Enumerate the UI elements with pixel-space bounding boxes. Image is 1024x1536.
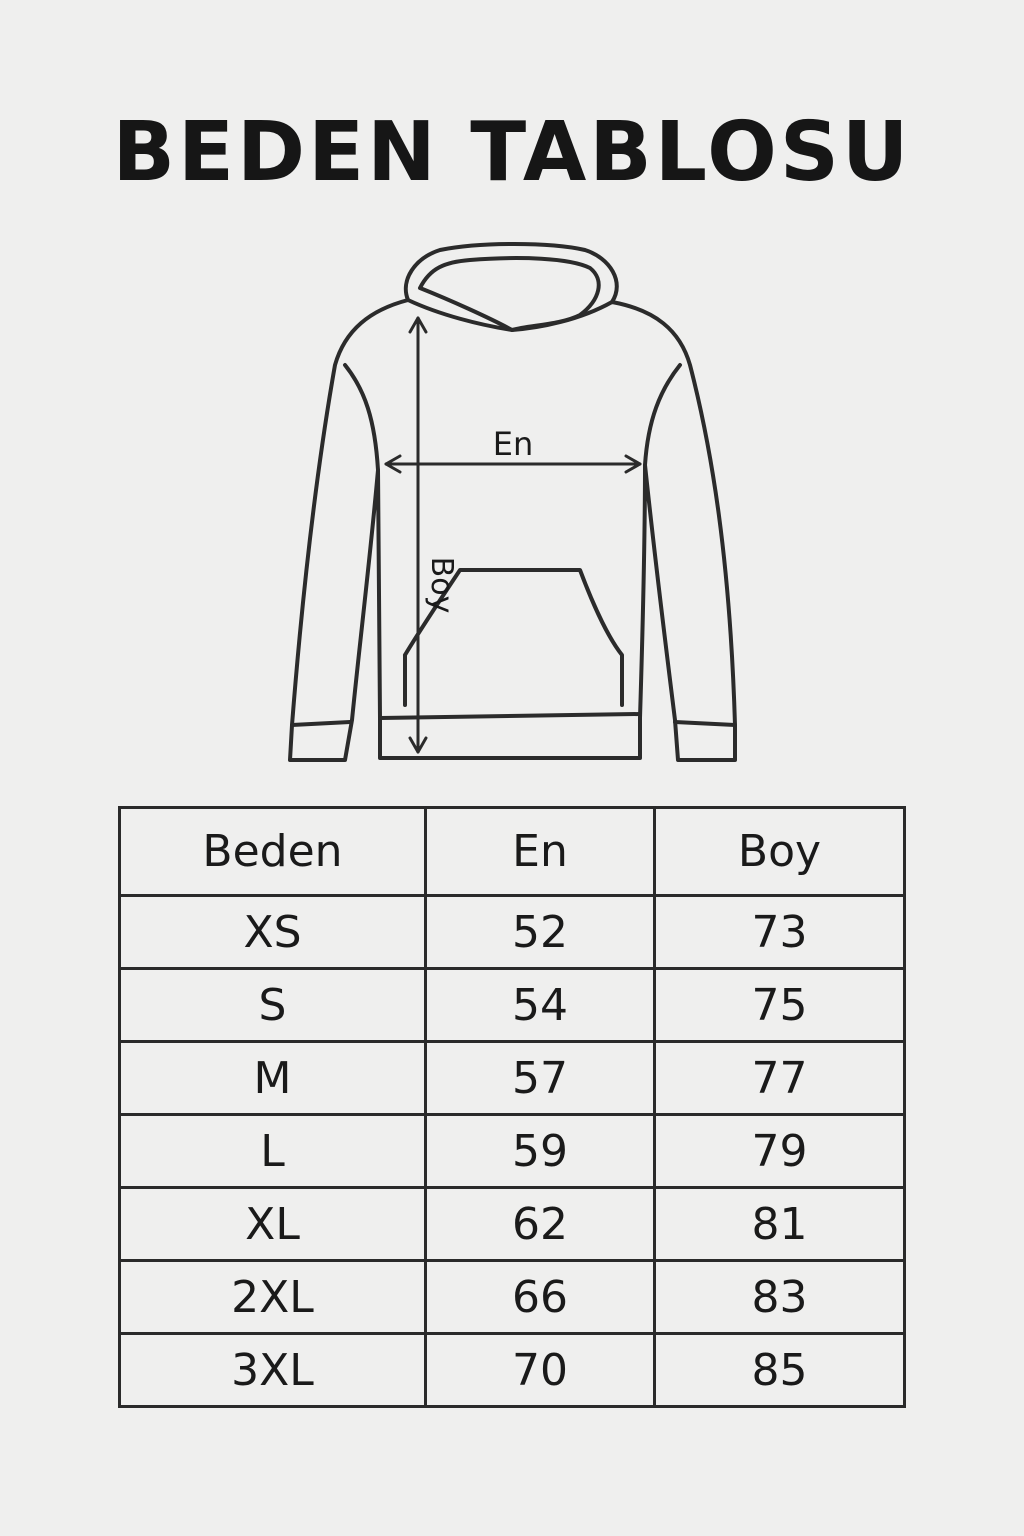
- length-label: Boy: [424, 557, 459, 614]
- table-row: L 59 79: [117, 1113, 907, 1189]
- table-row: 2XL 66 83: [117, 1259, 907, 1335]
- length-cell: 75: [652, 967, 907, 1043]
- page-title: BEDEN TABLOSU: [112, 105, 912, 200]
- size-cell: XS: [117, 894, 428, 970]
- hood-outline: [403, 242, 619, 304]
- width-cell: 66: [424, 1259, 656, 1335]
- hoodie-diagram: En Boy: [288, 242, 737, 762]
- body-outline: [288, 298, 737, 762]
- pocket: [403, 568, 624, 707]
- length-arrow: [408, 316, 428, 754]
- table-row: XS 52 73: [117, 894, 907, 970]
- length-cell: 79: [652, 1113, 907, 1189]
- size-cell: XL: [117, 1186, 428, 1262]
- table-row: S 54 75: [117, 967, 907, 1043]
- width-cell: 59: [424, 1113, 656, 1189]
- length-cell: 77: [652, 1040, 907, 1116]
- width-arrow: [384, 454, 642, 474]
- width-cell: 52: [424, 894, 656, 970]
- left-sleeve-seam: [343, 363, 380, 472]
- length-cell: 85: [652, 1332, 907, 1408]
- header-length: Boy: [652, 806, 907, 897]
- table-row: M 57 77: [117, 1040, 907, 1116]
- table-header-row: Beden En Boy: [117, 806, 907, 897]
- size-cell: M: [117, 1040, 428, 1116]
- width-cell: 54: [424, 967, 656, 1043]
- length-cell: 83: [652, 1259, 907, 1335]
- width-cell: 70: [424, 1332, 656, 1408]
- length-cell: 73: [652, 894, 907, 970]
- length-cell: 81: [652, 1186, 907, 1262]
- waistband: [378, 712, 642, 720]
- right-sleeve-seam: [643, 363, 682, 467]
- header-size: Beden: [117, 806, 428, 897]
- left-cuff: [290, 720, 352, 727]
- size-cell: 3XL: [117, 1332, 428, 1408]
- right-cuff: [673, 720, 737, 727]
- width-cell: 62: [424, 1186, 656, 1262]
- hood-inner: [418, 256, 601, 332]
- size-cell: L: [117, 1113, 428, 1189]
- width-cell: 57: [424, 1040, 656, 1116]
- table-row: XL 62 81: [117, 1186, 907, 1262]
- table-row: 3XL 70 85: [117, 1332, 907, 1408]
- size-table: Beden En Boy XS 52 73 S 54 75 M 57 77 L 59 79 XL…: [117, 806, 907, 1408]
- header-width: En: [424, 806, 656, 897]
- size-cell: S: [117, 967, 428, 1043]
- size-cell: 2XL: [117, 1259, 428, 1335]
- width-label: En: [493, 425, 534, 463]
